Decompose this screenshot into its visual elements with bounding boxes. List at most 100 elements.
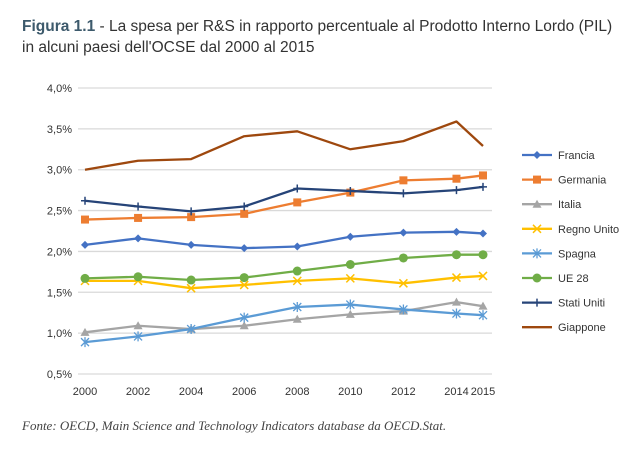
legend-marker-regno-unito — [532, 224, 542, 234]
data-point-regno-unito — [451, 273, 461, 283]
data-point-germania — [479, 171, 487, 180]
y-tick-label: 1,0% — [47, 328, 72, 340]
series-line-italia — [84, 300, 484, 334]
x-tick-label: 2012 — [391, 386, 415, 398]
legend-label-spagna: Spagna — [558, 248, 597, 260]
legend-marker-ue-28 — [532, 273, 542, 283]
data-point-ue-28 — [133, 272, 143, 282]
data-point-germania — [240, 209, 249, 218]
data-point-ue-28 — [345, 260, 355, 270]
data-point-stati-uniti — [81, 196, 89, 205]
data-point-stati-uniti — [452, 186, 461, 195]
x-tick-label: 2004 — [179, 386, 203, 398]
data-point-spagna — [478, 310, 488, 321]
data-point-spagna — [398, 304, 408, 315]
legend-marker-stati-uniti — [533, 298, 541, 307]
data-point-spagna — [452, 308, 461, 319]
data-point-italia — [478, 301, 488, 310]
data-point-germania — [134, 213, 143, 222]
figure-caption: - La spesa per R&S in rapporto percentua… — [22, 18, 613, 56]
data-point-italia — [133, 321, 143, 330]
data-point-italia — [292, 314, 302, 323]
data-point-stati-uniti — [346, 186, 355, 195]
data-point-italia — [239, 321, 249, 330]
data-point-regno-unito — [292, 276, 302, 286]
y-tick-label: 2,5% — [47, 206, 72, 218]
x-tick-label: 2015 — [471, 386, 495, 398]
data-point-regno-unito — [478, 271, 488, 281]
data-point-francia — [81, 240, 89, 249]
data-point-regno-unito — [398, 278, 408, 288]
y-tick-label: 3,5% — [47, 124, 72, 136]
data-point-germania — [187, 213, 196, 222]
legend-marker-spagna — [532, 248, 542, 259]
data-point-francia — [346, 232, 355, 241]
x-tick-label: 2000 — [73, 386, 97, 398]
data-point-francia — [452, 227, 461, 236]
data-point-francia — [134, 234, 143, 243]
series-line-ue-28 — [84, 253, 483, 282]
legend-marker-italia — [532, 199, 542, 208]
data-point-regno-unito — [345, 273, 355, 283]
series-line-giappone — [84, 120, 484, 171]
y-tick-label: 4,0% — [47, 83, 72, 95]
data-point-ue-28 — [451, 250, 461, 260]
data-point-spagna — [292, 301, 302, 312]
data-point-italia — [345, 309, 355, 318]
data-point-francia — [399, 228, 408, 237]
data-point-italia — [80, 327, 90, 336]
data-point-ue-28 — [186, 275, 196, 285]
data-point-stati-uniti — [293, 184, 302, 193]
data-point-francia — [293, 242, 302, 251]
data-point-francia — [240, 244, 249, 253]
data-point-germania — [399, 176, 408, 185]
data-point-francia — [187, 240, 196, 249]
source-note: Fonte: OECD, Main Science and Technology… — [22, 418, 447, 433]
series-line-stati-uniti — [84, 185, 484, 213]
legend-label-stati-uniti: Stati Uniti — [558, 298, 605, 310]
legend-marker-germania — [533, 175, 541, 184]
data-point-germania — [293, 198, 302, 207]
data-point-stati-uniti — [240, 202, 249, 211]
x-tick-label: 2008 — [285, 386, 309, 398]
data-point-francia — [479, 229, 487, 238]
x-tick-label: 2002 — [126, 386, 150, 398]
data-point-spagna — [239, 312, 249, 323]
data-point-spagna — [133, 331, 143, 342]
data-point-ue-28 — [292, 266, 302, 276]
data-point-ue-28 — [239, 273, 249, 283]
legend-label-francia: Francia — [558, 150, 596, 162]
legend-label-germania: Germania — [558, 175, 607, 187]
data-point-germania — [452, 174, 461, 183]
data-point-germania — [81, 215, 89, 224]
data-point-stati-uniti — [187, 207, 196, 216]
data-point-spagna — [80, 337, 90, 348]
legend-label-ue-28: UE 28 — [558, 273, 589, 285]
data-point-spagna — [186, 324, 196, 335]
legend-label-regno-unito: Regno Unito — [558, 224, 619, 236]
data-point-regno-unito — [239, 280, 249, 290]
data-point-stati-uniti — [134, 202, 143, 211]
legend-marker-francia — [533, 151, 541, 159]
y-tick-label: 1,5% — [47, 287, 72, 299]
data-point-italia — [451, 297, 461, 306]
series-line-francia — [84, 230, 484, 250]
x-tick-label: 2010 — [338, 386, 362, 398]
data-point-ue-28 — [398, 253, 408, 263]
legend-label-italia: Italia — [558, 199, 582, 211]
series-line-germania — [84, 174, 484, 221]
x-tick-label: 2006 — [232, 386, 256, 398]
y-tick-label: 2,0% — [47, 246, 72, 258]
figure-label: Figura 1.1 — [22, 18, 96, 35]
data-point-spagna — [345, 299, 355, 310]
data-point-regno-unito — [186, 283, 196, 293]
legend-label-giappone: Giappone — [558, 322, 606, 334]
x-tick-label: 2014 — [444, 386, 468, 398]
data-point-ue-28 — [80, 273, 90, 283]
data-point-ue-28 — [478, 250, 488, 260]
data-point-stati-uniti — [479, 182, 487, 191]
figure-title: Figura 1.1 - La spesa per R&S in rapport… — [22, 16, 622, 58]
data-point-stati-uniti — [399, 189, 408, 198]
y-tick-label: 0,5% — [47, 369, 72, 381]
